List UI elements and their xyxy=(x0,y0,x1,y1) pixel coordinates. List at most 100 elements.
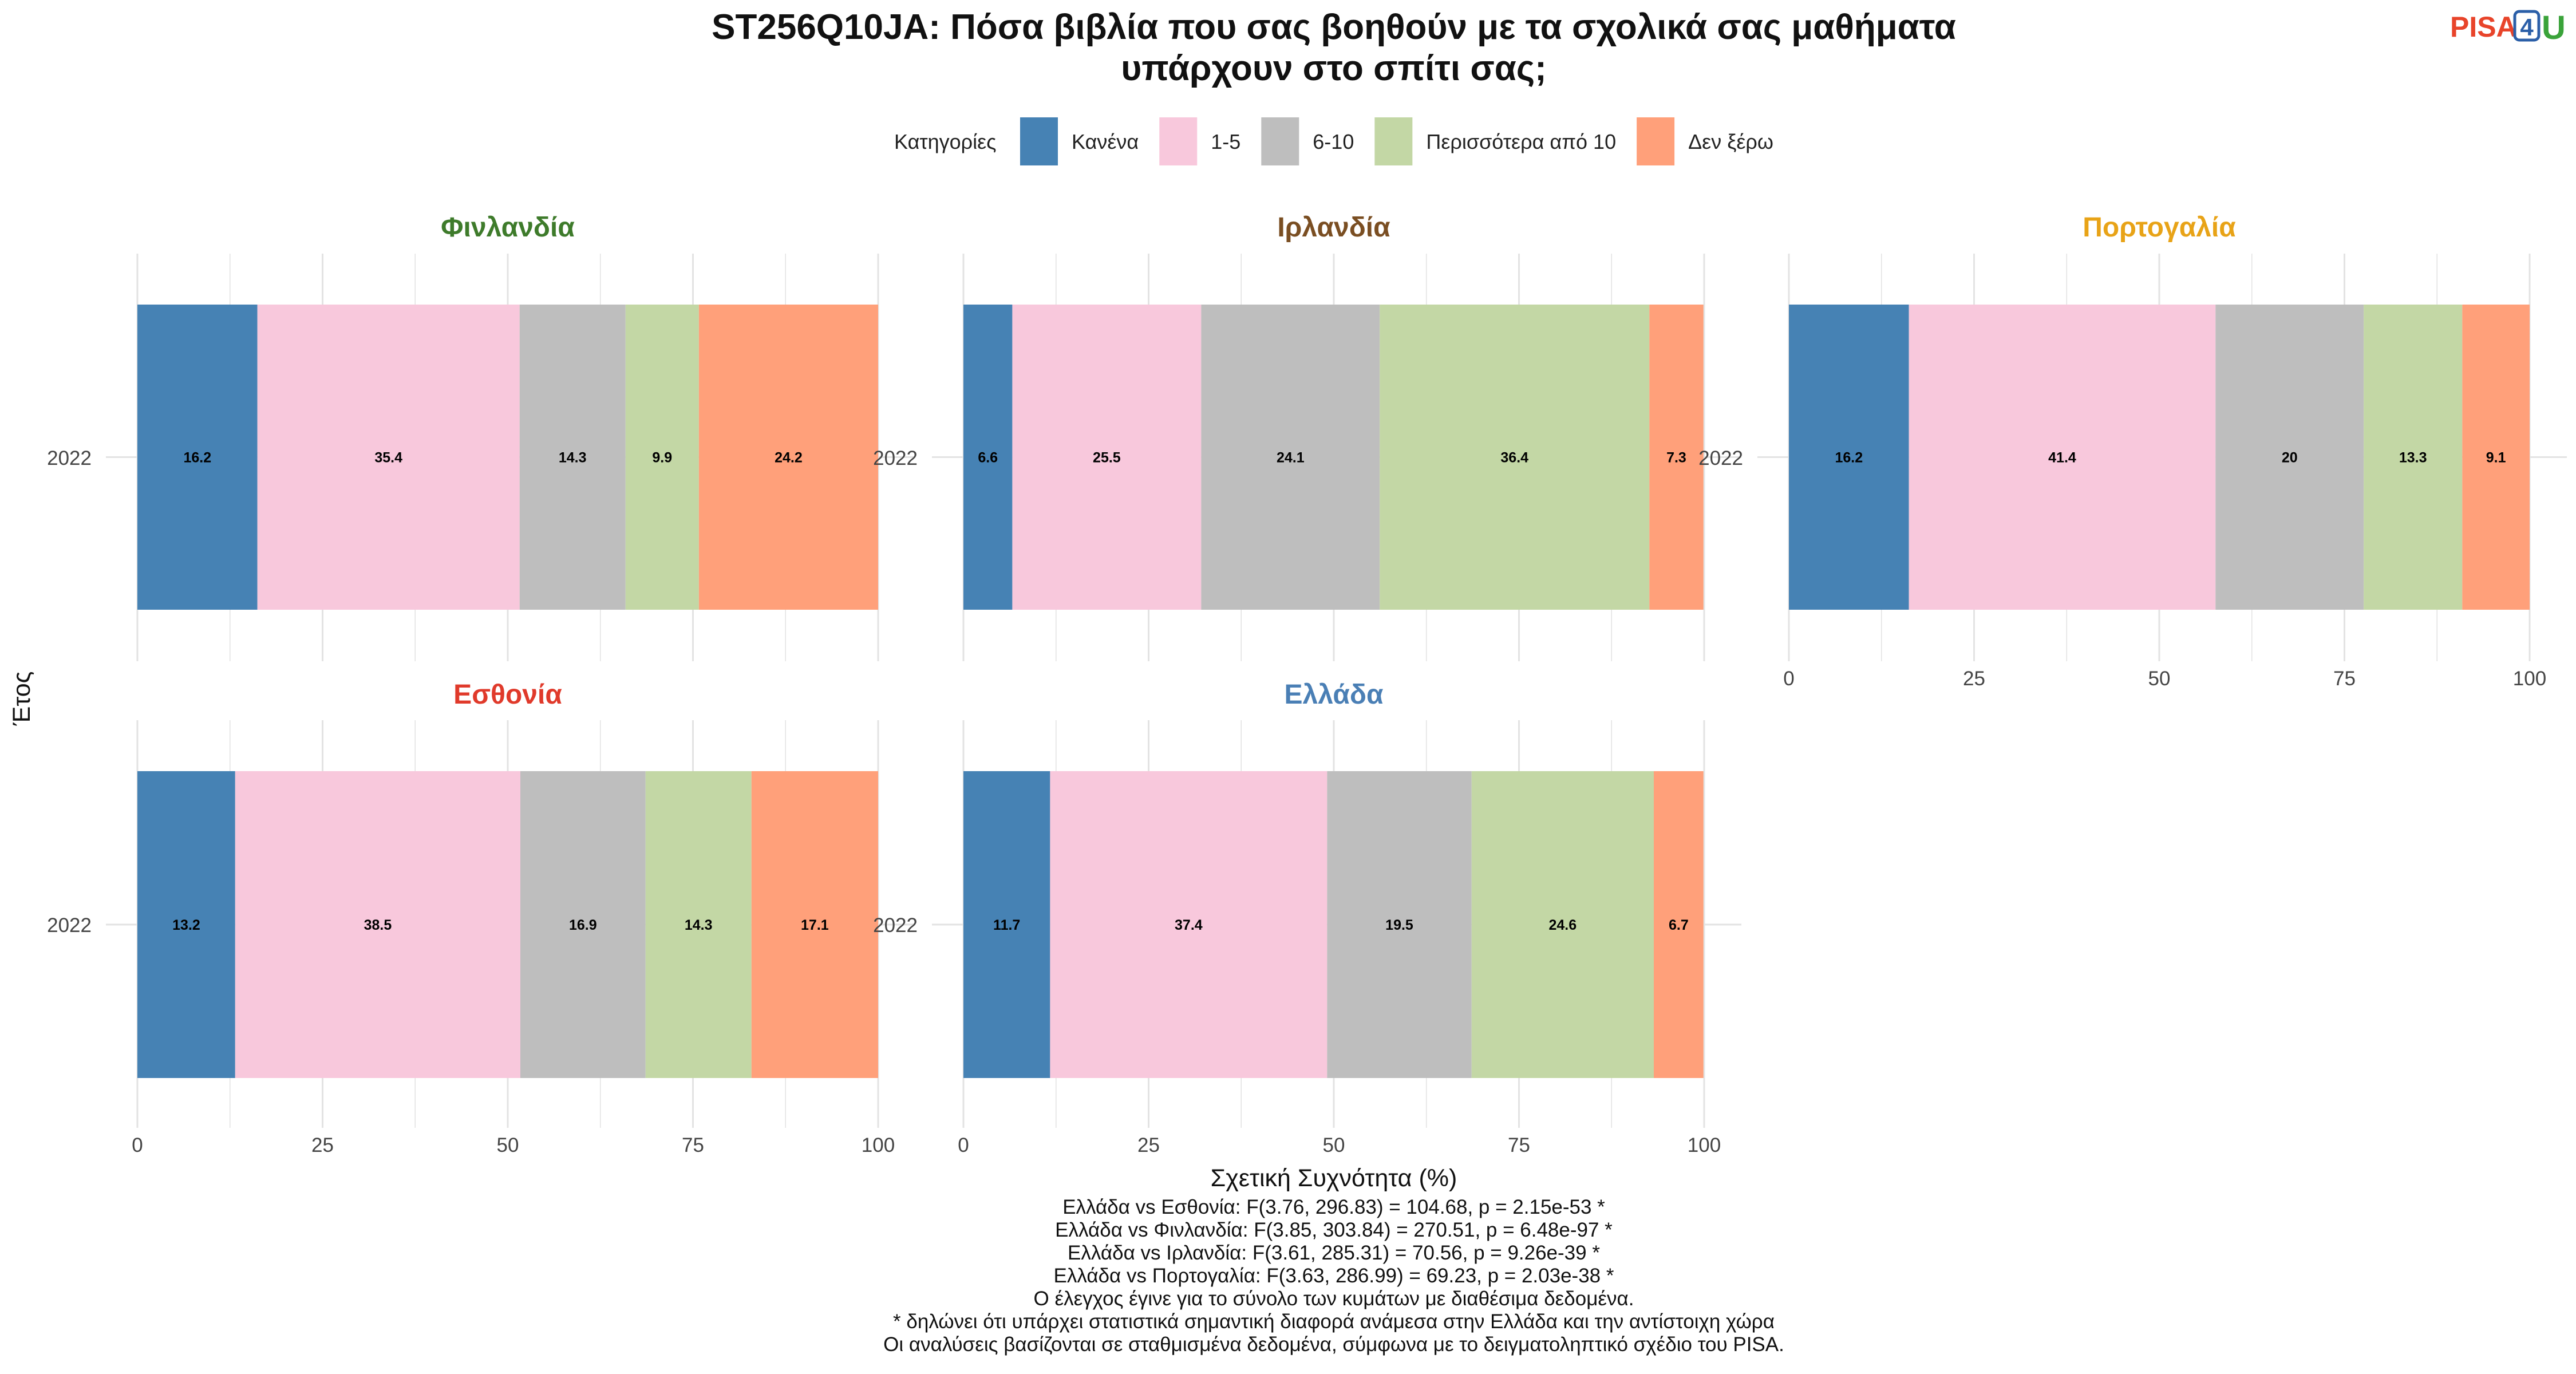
logo-4-box xyxy=(2513,10,2541,42)
x-tick-label: 100 xyxy=(1688,1134,1721,1156)
bar-label-4-4: 6.7 xyxy=(1669,917,1689,933)
x-tick-label: 25 xyxy=(1137,1134,1160,1156)
bar-label-2-1: 41.4 xyxy=(2048,450,2076,466)
bar-label-4-3: 24.6 xyxy=(1549,917,1577,933)
bar-label-1-3: 36.4 xyxy=(1500,450,1528,466)
bar-4-0 xyxy=(963,771,1050,1078)
panel-1: Ιρλανδία 2022 6.6 25.5 24.1 36.4 7.3 xyxy=(873,212,1741,661)
bar-label-0-3: 9.9 xyxy=(652,450,672,466)
panel-0: Φινλανδία 2022 16.2 35.4 14.3 9.9 24.2 xyxy=(47,212,915,661)
title-line-1: ST256Q10JA: Πόσα βιβλία που σας βοηθούν … xyxy=(712,7,1956,47)
caption-line-5: * δηλώνει ότι υπάρχει στατιστικά σημαντι… xyxy=(893,1310,1775,1333)
legend-swatch-3 xyxy=(1374,117,1413,165)
x-tick-label: 75 xyxy=(1508,1134,1530,1156)
panel-title-3: Εσθονία xyxy=(453,680,562,710)
bar-3-4 xyxy=(751,771,878,1078)
legend-label-0: Κανένα xyxy=(1072,130,1139,153)
bar-label-1-2: 24.1 xyxy=(1277,450,1305,466)
bar-4-2 xyxy=(1327,771,1472,1078)
y-axis-title: Έτος xyxy=(8,672,35,727)
legend-swatch-0 xyxy=(1020,117,1058,165)
bar-label-3-2: 16.9 xyxy=(569,917,597,933)
panel-title-2: Πορτογαλία xyxy=(2083,212,2236,243)
bar-1-2 xyxy=(1201,305,1380,610)
x-tick-label: 100 xyxy=(862,1134,895,1156)
y-tick-label: 2022 xyxy=(47,914,92,937)
caption-line-4: Ο έλεγχος έγινε για το σύνολο των κυμάτω… xyxy=(1034,1288,1634,1310)
bar-label-0-4: 24.2 xyxy=(775,450,803,466)
bar-2-1 xyxy=(1909,305,2216,610)
bar-0-1 xyxy=(257,305,520,610)
x-tick-label: 75 xyxy=(682,1134,704,1156)
y-tick-label: 2022 xyxy=(873,914,918,937)
bar-0-4 xyxy=(698,305,878,610)
panels: Φινλανδία 2022 16.2 35.4 14.3 9.9 24.2 Ιρλανδία… xyxy=(47,212,2567,1156)
bar-2-3 xyxy=(2364,305,2463,610)
x-tick-label: 50 xyxy=(497,1134,519,1156)
bar-label-2-2: 20 xyxy=(2282,450,2298,466)
bar-3-0 xyxy=(137,771,235,1078)
bar-label-2-0: 16.2 xyxy=(1835,450,1863,466)
legend-label-2: 6-10 xyxy=(1313,130,1354,153)
y-tick-label: 2022 xyxy=(1698,447,1743,469)
logo-pisa-text: PISA xyxy=(2450,11,2517,43)
legend-swatch-2 xyxy=(1261,117,1299,165)
bar-3-2 xyxy=(520,771,646,1078)
caption-line-6: Οι αναλύσεις βασίζονται σε σταθμισμένα δ… xyxy=(883,1333,1784,1356)
bar-label-3-3: 14.3 xyxy=(685,917,713,933)
title-line-2: υπάρχουν στο σπίτι σας; xyxy=(1121,49,1547,88)
caption-line-2: Ελλάδα vs Ιρλανδία: F(3.61, 285.31) = 70… xyxy=(1068,1242,1600,1264)
x-tick-label: 50 xyxy=(2148,668,2171,690)
bar-4-1 xyxy=(1050,771,1327,1078)
panel-2: Πορτογαλία 2022 16.2 41.4 20 13.3 9.1 0 25 50 75 10… xyxy=(1698,212,2567,690)
bar-2-4 xyxy=(2462,305,2530,610)
legend-label-4: Δεν ξέρω xyxy=(1688,130,1773,153)
legend-swatch-1 xyxy=(1159,117,1198,165)
bar-2-2 xyxy=(2215,305,2364,610)
bar-4-4 xyxy=(1654,771,1704,1078)
bar-3-3 xyxy=(645,771,752,1078)
bar-label-2-3: 13.3 xyxy=(2399,450,2427,466)
bar-0-3 xyxy=(625,305,699,610)
bar-label-2-4: 9.1 xyxy=(2486,450,2506,466)
bar-1-3 xyxy=(1380,305,1650,610)
panel-title-4: Ελλάδα xyxy=(1285,680,1384,710)
bar-label-4-1: 37.4 xyxy=(1175,917,1203,933)
caption-line-1: Ελλάδα vs Φινλανδία: F(3.85, 303.84) = 2… xyxy=(1055,1219,1613,1241)
bar-label-4-0: 11.7 xyxy=(993,917,1020,933)
bar-label-3-0: 13.2 xyxy=(172,917,200,933)
panel-title-1: Ιρλανδία xyxy=(1277,212,1390,243)
x-tick-label: 0 xyxy=(132,1134,143,1156)
panel-4: Ελλάδα 2022 11.7 37.4 19.5 24.6 6.7 0 25 50 75 100 xyxy=(873,680,1741,1156)
x-tick-label: 25 xyxy=(311,1134,334,1156)
x-tick-label: 75 xyxy=(2333,668,2356,690)
bar-label-3-4: 17.1 xyxy=(801,917,829,933)
legend-title: Κατηγορίες xyxy=(894,130,997,153)
x-tick-label: 100 xyxy=(2513,668,2546,690)
pisa4u-logo: PISA 4 U xyxy=(2450,9,2566,46)
logo-4-text: 4 xyxy=(2520,14,2534,41)
caption-line-0: Ελλάδα vs Εσθονία: F(3.76, 296.83) = 104… xyxy=(1062,1196,1605,1218)
bar-1-0 xyxy=(963,305,1013,610)
x-tick-label: 0 xyxy=(1783,668,1794,690)
chart-title: ST256Q10JA: Πόσα βιβλία που σας βοηθούν … xyxy=(712,7,1956,88)
y-tick-label: 2022 xyxy=(873,447,918,469)
bar-0-2 xyxy=(519,305,626,610)
bar-1-4 xyxy=(1649,305,1704,610)
bar-label-1-4: 7.3 xyxy=(1666,450,1686,466)
x-tick-label: 50 xyxy=(1323,1134,1345,1156)
bar-label-4-2: 19.5 xyxy=(1385,917,1413,933)
panel-3: Εσθονία 2022 13.2 38.5 16.9 14.3 17.1 0 25 50 75 10… xyxy=(47,680,915,1156)
bar-3-1 xyxy=(235,771,520,1078)
panel-title-0: Φινλανδία xyxy=(441,212,575,243)
caption-line-3: Ελλάδα vs Πορτογαλία: F(3.63, 286.99) = … xyxy=(1054,1265,1614,1287)
x-tick-label: 25 xyxy=(1963,668,1985,690)
bar-label-0-0: 16.2 xyxy=(183,450,211,466)
legend-label-1: 1-5 xyxy=(1211,130,1240,153)
bar-label-0-2: 14.3 xyxy=(559,450,587,466)
legend: Κατηγορίες Κανένα 1-5 6-10 Περισσότερα από … xyxy=(894,117,1773,165)
bar-4-3 xyxy=(1471,771,1654,1078)
bar-label-0-1: 35.4 xyxy=(374,450,402,466)
bar-0-0 xyxy=(137,305,258,610)
bar-2-0 xyxy=(1789,305,1909,610)
